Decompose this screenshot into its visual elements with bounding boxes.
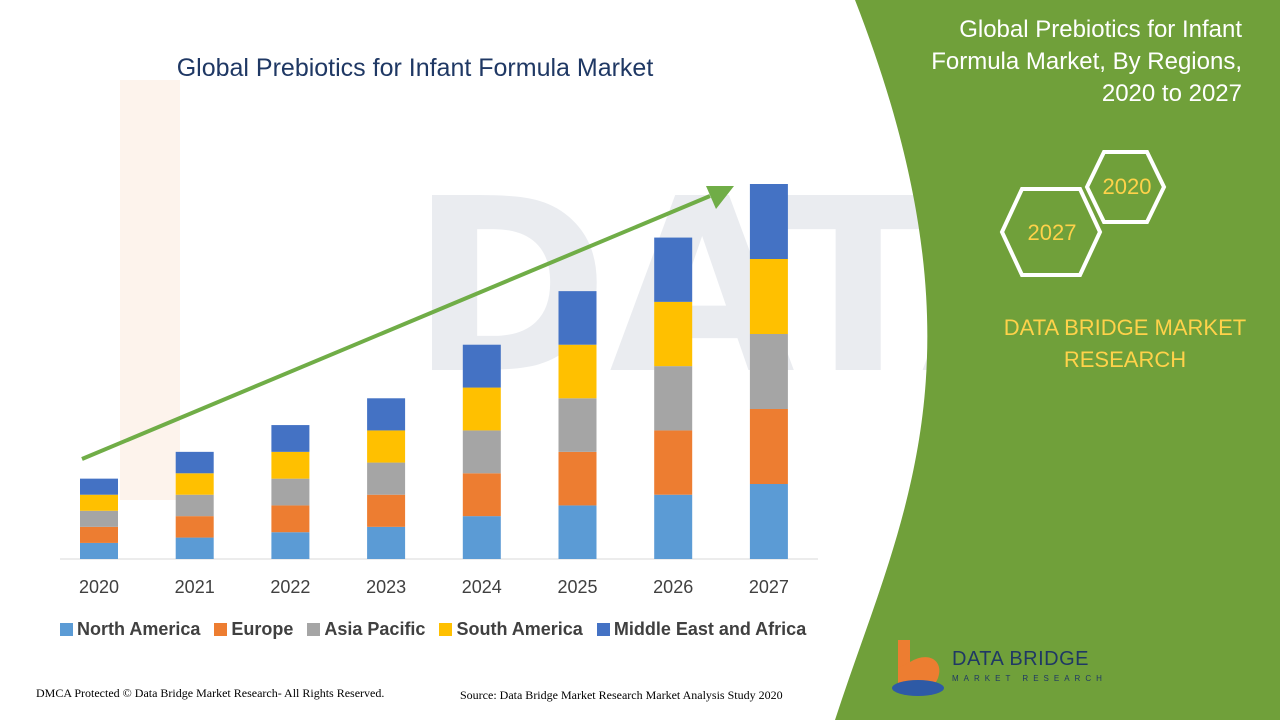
footer-source: Source: Data Bridge Market Research Mark… (460, 688, 783, 702)
legend-swatch (596, 622, 610, 636)
hexagon-2027 (999, 187, 1103, 277)
bar-segment-2022-middle-east-and-africa (271, 425, 310, 452)
bar-segment-2025-europe (558, 451, 597, 506)
bar-segment-2020-south-america (80, 494, 118, 511)
bar-segment-2023-middle-east-and-africa (367, 398, 406, 431)
bar-segment-2023-asia-pacific (367, 462, 406, 495)
bar-segment-2024-south-america (462, 387, 501, 431)
bar-segment-2027-middle-east-and-africa (749, 184, 788, 259)
legend-label: North America (77, 618, 201, 639)
legend-swatch (439, 622, 453, 636)
legend-item-south-america: South America (439, 618, 583, 640)
bar-segment-2026-middle-east-and-africa (654, 237, 693, 302)
bar-segment-2026-europe (654, 430, 693, 495)
legend-item-asia-pacific: Asia Pacific (307, 619, 425, 640)
bar-segment-2024-asia-pacific (462, 430, 501, 474)
bar-segment-2025-south-america (558, 344, 597, 399)
bar-segment-2023-south-america (367, 430, 406, 463)
bar-segment-2027-asia-pacific (749, 334, 788, 409)
legend-label: Europe (231, 618, 294, 639)
bar-segment-2027-europe (749, 409, 788, 484)
legend-label: Asia Pacific (324, 618, 426, 639)
legend-label: Middle East and Africa (613, 618, 807, 639)
bar-segment-2024-europe (462, 473, 501, 517)
bar-segment-2026-asia-pacific (654, 366, 693, 431)
x-tick-label-2024: 2024 (462, 577, 502, 597)
hexagon-2020 (1084, 150, 1167, 224)
bar-segment-2020-europe (80, 526, 118, 543)
bar-segment-2027-south-america (749, 259, 788, 334)
trend-arrow (81, 186, 734, 461)
bar-segment-2021-europe (175, 516, 214, 538)
x-tick-label-2026: 2026 (653, 577, 693, 597)
x-tick-label-2020: 2020 (79, 577, 119, 597)
bar-segment-2025-middle-east-and-africa (558, 291, 597, 345)
bar-segment-2021-south-america (175, 473, 214, 495)
bar-segment-2026-south-america (654, 301, 693, 367)
bar-segment-2022-south-america (271, 451, 310, 479)
x-tick-label-2027: 2027 (749, 577, 789, 597)
chart-legend: North America Europe Asia Pacific South Ame… (60, 616, 806, 642)
side-panel-brand: DATA BRIDGE MARKET RESEARCH (1003, 315, 1247, 372)
legend-label: South America (456, 618, 583, 639)
hex-start-year: 2020 (1102, 174, 1152, 199)
bar-segment-2022-north-america (271, 532, 310, 559)
x-tick-labels: 2020 2021 2022 2023 2024 2025 2026 2027 (79, 577, 789, 597)
x-tick-label-2021: 2021 (175, 577, 215, 597)
bar-segment-2021-middle-east-and-africa (175, 451, 214, 474)
bar-segment-2022-europe (271, 505, 310, 533)
bar-segment-2025-north-america (558, 505, 597, 559)
bar-segment-2025-asia-pacific (558, 398, 597, 452)
bar-segment-2021-asia-pacific (175, 494, 214, 517)
watermark-logo-bar (120, 80, 180, 500)
legend-item-middle-east-and-africa: Middle East and Africa (596, 618, 807, 640)
bar-segment-2020-north-america (80, 542, 118, 559)
bar-segment-2027-north-america (749, 484, 788, 559)
logo-name: DATA BRIDGE (952, 648, 1090, 670)
legend-swatch (307, 622, 321, 636)
bar-series-group (80, 184, 788, 559)
bar-segment-2022-asia-pacific (271, 478, 310, 506)
x-tick-label-2025: 2025 (557, 577, 597, 597)
bar-segment-2023-north-america (367, 526, 406, 559)
bar-segment-2024-middle-east-and-africa (462, 344, 501, 388)
chart-title: Global Prebiotics for Infant Formula Mar… (176, 54, 654, 82)
bar-segment-2021-north-america (175, 537, 214, 559)
footer-copyright: DMCA Protected © Data Bridge Market Rese… (36, 686, 385, 700)
logo-tagline: MARKET RESEARCH (952, 674, 1107, 683)
logo-mark (892, 640, 944, 696)
bar-segment-2026-north-america (654, 494, 693, 559)
bar-segment-2023-europe (367, 494, 406, 527)
legend-item-europe: Europe (214, 619, 293, 640)
legend-swatch (60, 622, 73, 636)
hex-end-year: 2027 (1027, 220, 1077, 245)
side-panel-background (835, 0, 1280, 720)
bar-segment-2020-asia-pacific (80, 510, 118, 527)
bar-segment-2024-north-america (462, 516, 501, 559)
bar-segment-2020-middle-east-and-africa (80, 478, 118, 495)
legend-swatch (214, 622, 228, 636)
x-tick-label-2023: 2023 (366, 577, 406, 597)
x-tick-label-2022: 2022 (270, 577, 310, 597)
legend-item-north-america: North America (60, 619, 200, 640)
side-panel-title: Global Prebiotics for Infant Formula Mar… (931, 16, 1242, 107)
